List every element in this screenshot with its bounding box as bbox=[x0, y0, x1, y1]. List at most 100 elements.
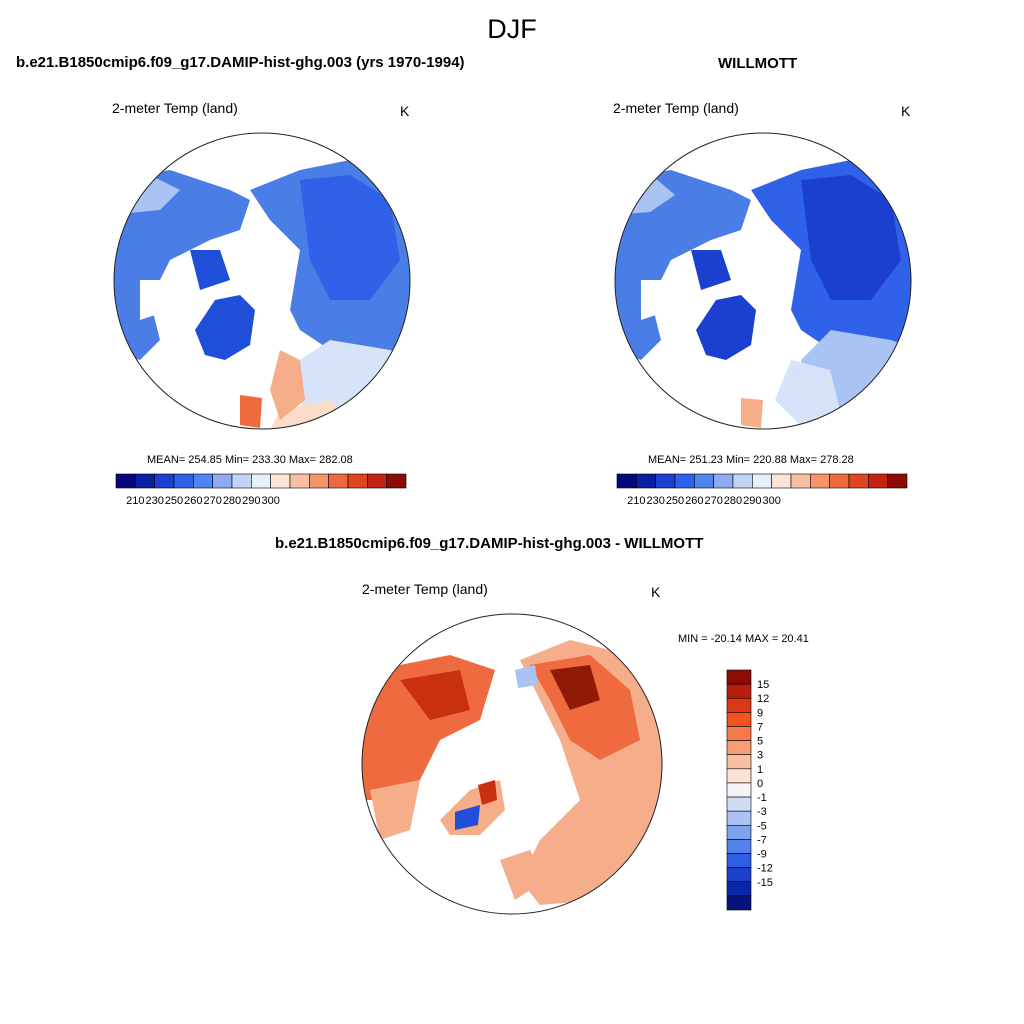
obs-colorbar: 210 230 250 260 270 280 290 300 bbox=[616, 473, 908, 507]
model-greenland-land bbox=[195, 295, 255, 360]
diff-colorbar-tick-label: 15 bbox=[757, 679, 769, 691]
diff-panel-title: b.e21.B1850cmip6.f09_g17.DAMIP-hist-ghg.… bbox=[275, 535, 704, 552]
model-variable-label: 2-meter Temp (land) bbox=[112, 100, 238, 116]
obs-colorbar-swatch bbox=[868, 473, 888, 489]
obs-colorbar-swatch bbox=[616, 473, 637, 489]
obs-colorbar-tick-label: 290 bbox=[743, 495, 761, 507]
model-colorbar-swatch bbox=[212, 473, 233, 489]
model-colorbar-tick-label: 300 bbox=[261, 495, 279, 507]
diff-colorbar-swatch bbox=[726, 881, 752, 897]
diff-colorbar-swatch bbox=[726, 782, 752, 798]
diff-colorbar-tick-label: -9 bbox=[757, 849, 767, 861]
diff-colorbar-swatch bbox=[726, 839, 752, 854]
model-colorbar-swatch bbox=[386, 473, 407, 489]
diff-colorbar-tick-label: -1 bbox=[757, 792, 767, 804]
model-colorbar-swatch bbox=[251, 473, 271, 489]
obs-colorbar-tick-label: 270 bbox=[704, 495, 722, 507]
model-colorbar-tick-label: 230 bbox=[145, 495, 163, 507]
diff-colorbar-swatch bbox=[726, 895, 752, 911]
obs-colorbar-swatch bbox=[790, 473, 811, 489]
model-colorbar-swatch bbox=[328, 473, 349, 489]
diff-colorbar-tick-label: -12 bbox=[757, 863, 773, 875]
model-colorbar-swatch bbox=[270, 473, 291, 489]
diff-colorbar-tick-label: -5 bbox=[757, 820, 767, 832]
obs-colorbar-swatch bbox=[829, 473, 850, 489]
obs-colorbar-tick-label: 260 bbox=[685, 495, 703, 507]
diff-colorbar-tick-label: 5 bbox=[757, 736, 763, 748]
obs-colorbar-tick-label: 210 bbox=[627, 495, 645, 507]
diff-colorbar-swatch bbox=[726, 867, 752, 883]
obs-colorbar-swatch bbox=[636, 473, 656, 489]
diff-colorbar-tick-label: -3 bbox=[757, 806, 767, 818]
diff-colorbar-swatch bbox=[726, 796, 752, 812]
obs-colorbar-tick-label: 300 bbox=[762, 495, 780, 507]
model-colorbar-swatch bbox=[289, 473, 310, 489]
model-colorbar-swatch bbox=[309, 473, 329, 489]
diff-colorbar-swatch bbox=[726, 768, 752, 784]
obs-colorbar-swatch bbox=[713, 473, 734, 489]
diff-map bbox=[361, 613, 663, 915]
model-colorbar-swatch bbox=[347, 473, 368, 489]
obs-colorbar-tick-label: 230 bbox=[646, 495, 664, 507]
diff-colorbar-swatch bbox=[726, 683, 752, 699]
obs-colorbar-swatch bbox=[810, 473, 830, 489]
model-colorbar-swatch bbox=[135, 473, 155, 489]
diff-colorbar-tick-label: 12 bbox=[757, 693, 769, 705]
diff-colorbar-swatch bbox=[726, 726, 752, 741]
obs-colorbar-swatch bbox=[674, 473, 695, 489]
model-map bbox=[113, 132, 411, 430]
model-colorbar-tick-label: 260 bbox=[184, 495, 202, 507]
obs-colorbar-swatch bbox=[752, 473, 772, 489]
obs-colorbar-tick-label: 280 bbox=[724, 495, 742, 507]
diff-colorbar-swatch bbox=[726, 754, 752, 770]
obs-units-label: K bbox=[901, 103, 911, 119]
obs-colorbar-swatch bbox=[771, 473, 792, 489]
model-colorbar-swatch bbox=[154, 473, 175, 489]
obs-colorbar-swatch bbox=[887, 473, 908, 489]
model-colorbar: 210 230 250 260 270 280 290 300 bbox=[115, 473, 407, 507]
obs-colorbar-swatch bbox=[732, 473, 753, 489]
diff-colorbar-tick-label: 0 bbox=[757, 778, 763, 790]
season-title: DJF bbox=[487, 14, 537, 44]
diff-colorbar-swatch bbox=[726, 853, 752, 868]
model-colorbar-swatch bbox=[231, 473, 252, 489]
diff-units-label: K bbox=[651, 584, 661, 600]
diff-colorbar-swatch bbox=[726, 810, 752, 826]
model-colorbar-tick-label: 210 bbox=[126, 495, 144, 507]
model-colorbar-tick-label: 250 bbox=[165, 495, 183, 507]
obs-variable-label: 2-meter Temp (land) bbox=[613, 100, 739, 116]
obs-panel-title: WILLMOTT bbox=[718, 55, 798, 72]
model-stats: MEAN= 254.85 Min= 233.30 Max= 282.08 bbox=[147, 454, 353, 466]
diff-colorbar-tick-label: 9 bbox=[757, 707, 763, 719]
obs-stats: MEAN= 251.23 Min= 220.88 Max= 278.28 bbox=[648, 454, 854, 466]
diff-colorbar-tick-label: 7 bbox=[757, 721, 763, 733]
diff-colorbar-tick-label: -15 bbox=[757, 877, 773, 889]
diff-colorbar-swatch bbox=[726, 740, 752, 756]
diff-stats: MIN = -20.14 MAX = 20.41 bbox=[678, 633, 809, 645]
diff-colorbar-swatch bbox=[726, 669, 752, 685]
model-units-label: K bbox=[400, 103, 410, 119]
model-colorbar-tick-label: 270 bbox=[203, 495, 221, 507]
diff-colorbar-swatch bbox=[726, 697, 752, 713]
obs-map bbox=[614, 132, 912, 430]
obs-colorbar-tick-label: 250 bbox=[666, 495, 684, 507]
model-colorbar-tick-label: 290 bbox=[242, 495, 260, 507]
diff-colorbar-tick-label: -7 bbox=[757, 834, 767, 846]
obs-colorbar-swatch bbox=[848, 473, 869, 489]
diff-colorbar-swatch bbox=[726, 712, 752, 727]
obs-colorbar-swatch bbox=[694, 473, 714, 489]
model-colorbar-swatch bbox=[367, 473, 387, 489]
diff-colorbar-tick-label: 1 bbox=[757, 764, 763, 776]
diff-colorbar-swatch bbox=[726, 824, 752, 840]
obs-colorbar-swatch bbox=[655, 473, 676, 489]
obs-greenland-land bbox=[696, 295, 756, 360]
diff-colorbar-tick-label: 3 bbox=[757, 750, 763, 762]
model-colorbar-swatch bbox=[115, 473, 136, 489]
model-colorbar-swatch bbox=[173, 473, 194, 489]
diff-colorbar: 15 12 9 7 5 3 1 0 -1 -3 -5 -7 -9 -12 -15 bbox=[726, 669, 773, 911]
model-colorbar-swatch bbox=[193, 473, 213, 489]
model-colorbar-tick-label: 280 bbox=[223, 495, 241, 507]
model-panel-title: b.e21.B1850cmip6.f09_g17.DAMIP-hist-ghg.… bbox=[16, 54, 465, 71]
diff-variable-label: 2-meter Temp (land) bbox=[362, 581, 488, 597]
